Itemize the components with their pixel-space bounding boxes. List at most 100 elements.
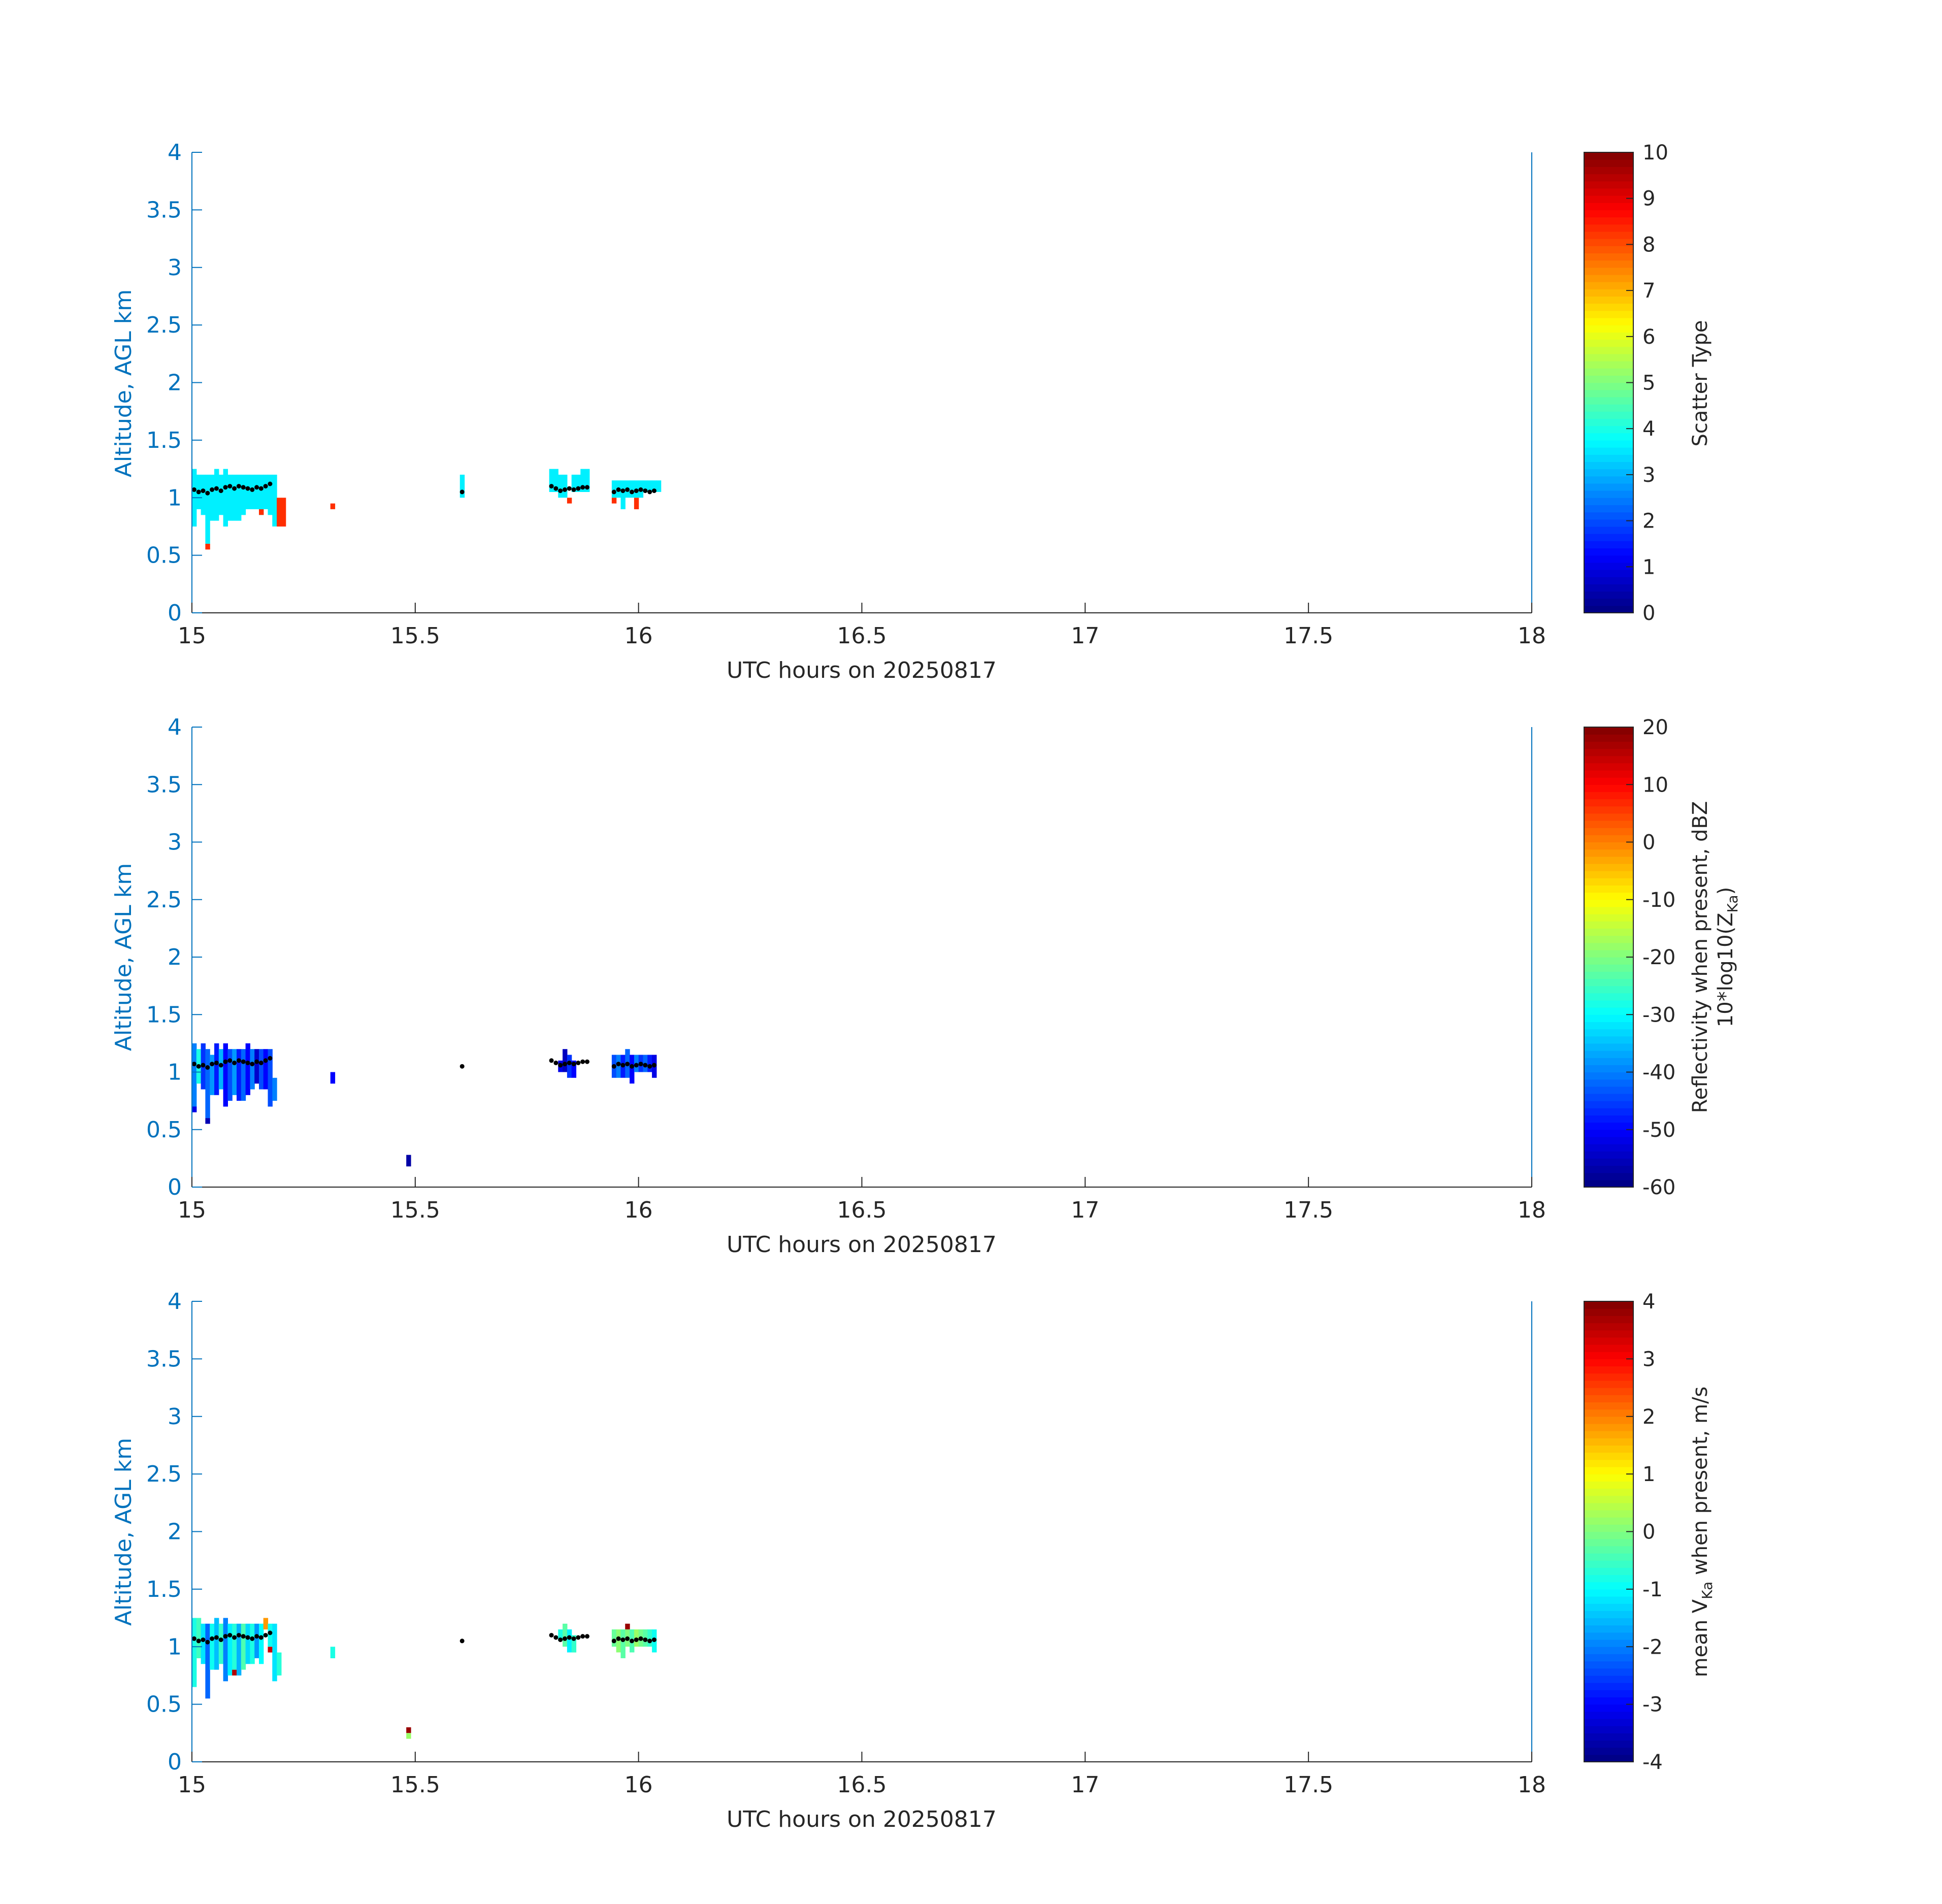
panel-2-cell-15 bbox=[250, 1049, 255, 1090]
panel-2-colorbar-step-39 bbox=[1584, 899, 1633, 907]
panel-2-cloud-base-marker-15 bbox=[258, 1060, 264, 1065]
panel-2-colorbar-step-54 bbox=[1584, 792, 1633, 800]
panel-1-colorbar-step-41 bbox=[1584, 310, 1633, 318]
panel-1-colorbar-step-29 bbox=[1584, 397, 1633, 405]
panel-2-cloud-base-marker-25 bbox=[576, 1060, 581, 1065]
panel-2-y-tick-label-0: 0 bbox=[168, 1174, 182, 1200]
panel-1-cell-16 bbox=[259, 474, 264, 515]
panel-3-colorbar-step-49 bbox=[1584, 1402, 1633, 1410]
panel-1-colorbar-tick-label-8: 8 bbox=[1642, 233, 1655, 256]
panel-1-cloud-base-marker-22 bbox=[563, 487, 567, 492]
panel-3-cloud-base-marker-28 bbox=[611, 1638, 616, 1644]
panel-1-colorbar-step-36 bbox=[1584, 346, 1633, 354]
panel-1-colorbar-step-16 bbox=[1584, 490, 1633, 498]
panel-2-colorbar-step-3 bbox=[1584, 1158, 1633, 1166]
panel-3-colorbar-step-60 bbox=[1584, 1323, 1633, 1331]
panel-3-colorbar-tick-label-0: -4 bbox=[1642, 1751, 1663, 1774]
panel-3-colorbar-step-36 bbox=[1584, 1495, 1633, 1503]
panel-2-cell-19 bbox=[268, 1049, 273, 1107]
panel-2-cloud-base-marker-0 bbox=[191, 1062, 196, 1067]
panel-2-colorbar-tick-label-0: -60 bbox=[1642, 1176, 1675, 1199]
panel-1-colorbar-step-62 bbox=[1584, 159, 1633, 167]
panel-1-cloud-base-marker-1 bbox=[196, 489, 201, 495]
panel-1-x-tick-label-1: 15.5 bbox=[390, 623, 440, 649]
panel-3-colorbar-step-48 bbox=[1584, 1409, 1633, 1417]
panel-3-colorbar-tick-label-8: 4 bbox=[1642, 1290, 1655, 1314]
panel-3-cloud-base-marker-23 bbox=[567, 1635, 572, 1640]
panel-1-cell-11 bbox=[237, 474, 242, 521]
panel-2-colorbar-step-6 bbox=[1584, 1136, 1633, 1144]
panel-1-cell-37 bbox=[620, 480, 626, 509]
panel-3-cloud-base-marker-9 bbox=[232, 1635, 237, 1640]
panel-2-cell-22 bbox=[406, 1155, 411, 1167]
panel-3-colorbar-step-51 bbox=[1584, 1388, 1633, 1395]
panel-3-colorbar-step-22 bbox=[1584, 1596, 1633, 1604]
panel-3-cell-11 bbox=[237, 1623, 242, 1676]
panel-3-colorbar-step-58 bbox=[1584, 1337, 1633, 1345]
panel-3-colorbar-step-54 bbox=[1584, 1366, 1633, 1374]
panel-3-cell-18 bbox=[268, 1647, 273, 1653]
panel-1-x-tick-label-4: 17 bbox=[1071, 623, 1099, 649]
panel-3-cloud-base-marker-1 bbox=[196, 1638, 201, 1644]
panel-1-colorbar-step-30 bbox=[1584, 389, 1633, 398]
panel-3-colorbar-step-19 bbox=[1584, 1618, 1633, 1626]
panel-2-cloud-base-marker-33 bbox=[634, 1063, 639, 1068]
panel-3-cloud-base-marker-17 bbox=[268, 1630, 273, 1635]
panel-1-cloud-base-marker-10 bbox=[236, 484, 241, 489]
panel-2-cell-8 bbox=[218, 1049, 224, 1090]
panel-1-cloud-base-marker-36 bbox=[647, 489, 652, 495]
panel-1-cell-5 bbox=[210, 474, 215, 521]
panel-3-colorbar-step-24 bbox=[1584, 1582, 1633, 1590]
panel-1-cloud-base-marker-9 bbox=[232, 486, 237, 491]
panel-3-cloud-base-marker-5 bbox=[214, 1635, 219, 1640]
panel-3-cell-4 bbox=[210, 1623, 215, 1670]
panel-1-cell-43 bbox=[643, 480, 648, 492]
panel-1-colorbar-step-42 bbox=[1584, 303, 1633, 311]
panel-2-cloud-base-marker-37 bbox=[652, 1063, 656, 1068]
panel-2-cloud-base-marker-27 bbox=[585, 1059, 589, 1064]
panel-2-colorbar-step-18 bbox=[1584, 1051, 1633, 1058]
panel-3-colorbar-step-9 bbox=[1584, 1690, 1633, 1698]
panel-1-x-axis-label: UTC hours on 20250817 bbox=[727, 658, 997, 683]
panel-2-colorbar-step-31 bbox=[1584, 957, 1633, 965]
panel-1-y-tick-label-1: 0.5 bbox=[146, 543, 182, 569]
panel-1-x-tick-label-3: 16.5 bbox=[837, 623, 887, 649]
panel-2-cloud-base-marker-19 bbox=[549, 1058, 554, 1063]
panel-1-cells bbox=[192, 469, 662, 550]
panel-2-cell-9 bbox=[223, 1043, 228, 1107]
panel-2-cell-0 bbox=[192, 1043, 197, 1107]
panel-2-colorbar-step-41 bbox=[1584, 885, 1633, 893]
panel-3-colorbar-step-15 bbox=[1584, 1647, 1633, 1655]
panel-2-y-tick-label-7: 3.5 bbox=[146, 772, 182, 798]
panel-1-cell-35 bbox=[611, 498, 617, 504]
panel-3-cell-21 bbox=[277, 1652, 282, 1676]
panel-3-colorbar-step-21 bbox=[1584, 1603, 1633, 1611]
panel-1-colorbar-step-9 bbox=[1584, 541, 1633, 549]
panel-2-colorbar-step-36 bbox=[1584, 921, 1633, 929]
panel-3-colorbar-step-0 bbox=[1584, 1754, 1633, 1762]
panel-2-colorbar-step-48 bbox=[1584, 835, 1633, 843]
panel-3-cell-5 bbox=[214, 1618, 219, 1670]
panel-3-y-tick-label-0: 0 bbox=[168, 1749, 182, 1775]
panel-3-x-tick-label-5: 17.5 bbox=[1283, 1772, 1333, 1798]
panel-1-y-tick-label-0: 0 bbox=[168, 600, 182, 626]
panel-1-colorbar-tick-label-1: 1 bbox=[1642, 555, 1655, 579]
panel-2-colorbar-step-0 bbox=[1584, 1179, 1633, 1188]
panel-3-colorbar-step-28 bbox=[1584, 1553, 1633, 1561]
panel-1-colorbar-step-58 bbox=[1584, 188, 1633, 196]
panel-3-cell-6 bbox=[218, 1623, 224, 1664]
panel-3-cloud-base-marker-10 bbox=[236, 1633, 241, 1638]
panel-3-cell-7 bbox=[223, 1618, 228, 1682]
panel-2-x-tick-label-6: 18 bbox=[1518, 1197, 1546, 1223]
panel-3-cloud-base-marker-16 bbox=[263, 1633, 268, 1638]
panel-1-colorbar-tick-label-9: 9 bbox=[1642, 187, 1655, 211]
panel-3-colorbar-step-25 bbox=[1584, 1574, 1633, 1583]
panel-3-colorbar-tick-label-3: -1 bbox=[1642, 1578, 1663, 1601]
panel-2-colorbar-step-24 bbox=[1584, 1007, 1633, 1015]
panel-1-cell-27 bbox=[558, 474, 563, 498]
panel-2-colorbar-step-7 bbox=[1584, 1129, 1633, 1137]
panel-2-colorbar-step-55 bbox=[1584, 784, 1633, 793]
panel-1-colorbar-ticks: 0 1 2 3 4 5 6 7 8 9 10 bbox=[1626, 141, 1668, 625]
panel-3-colorbar-step-59 bbox=[1584, 1330, 1633, 1338]
panel-2-y-tick-label-4: 2 bbox=[168, 944, 182, 970]
